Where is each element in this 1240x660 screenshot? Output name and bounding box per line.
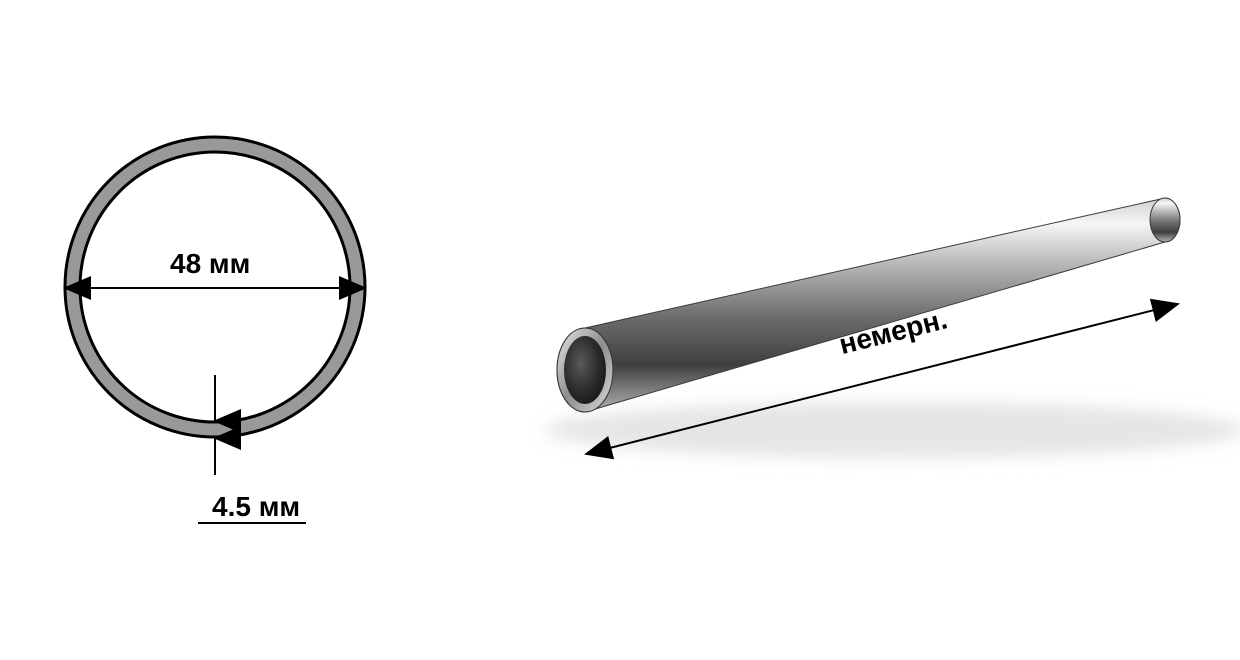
diameter-label: 48 мм — [170, 248, 250, 280]
cross-section-svg — [0, 0, 1240, 660]
diagram-canvas: 48 мм 4.5 мм немерн. — [0, 0, 1240, 660]
thickness-label: 4.5 мм — [212, 491, 300, 523]
